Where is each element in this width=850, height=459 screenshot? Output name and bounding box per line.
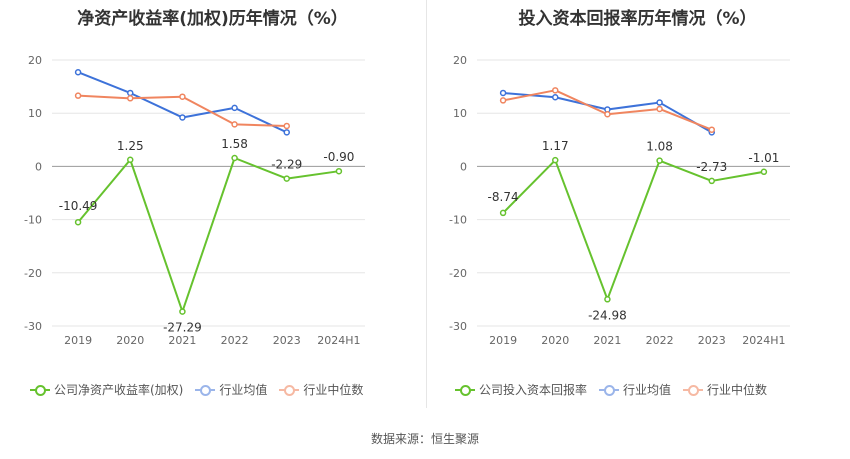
y-tick-label: 20 (453, 54, 467, 67)
legend-marker-icon (279, 384, 300, 396)
data-point (231, 121, 238, 128)
data-point (656, 99, 663, 106)
legend-marker-icon (455, 384, 475, 396)
panel-divider (426, 0, 427, 408)
data-point (283, 175, 290, 182)
data-point (179, 308, 186, 315)
x-tick-label: 2022 (221, 334, 249, 347)
roic-chart: 20 10 0 -10 -20 -30 2019 2020 2021 2022 2023 2024H1… (449, 54, 790, 347)
data-label: 1.58 (221, 137, 248, 151)
data-point (499, 89, 507, 97)
data-label: 1.25 (117, 139, 144, 153)
chart-legend: 公司净资产收益率(加权) 行业均值 行业中位数 (30, 381, 375, 398)
data-point (552, 156, 559, 164)
data-point (74, 68, 82, 76)
series-line (77, 156, 340, 313)
y-tick-label: 0 (35, 160, 42, 173)
data-label: -2.29 (271, 158, 302, 172)
x-tick-label: 2023 (698, 334, 726, 347)
y-tick-label: -20 (449, 267, 467, 280)
x-tick-label: 2019 (489, 334, 517, 347)
data-point (708, 126, 715, 133)
data-label: 1.08 (646, 140, 673, 154)
series-line (502, 159, 765, 301)
legend-item-industry-median[interactable]: 行业中位数 (683, 381, 767, 398)
x-tick-label: 2021 (593, 334, 621, 347)
legend-item-industry-average[interactable]: 行业均值 (599, 381, 671, 398)
legend-item-industry-median[interactable]: 行业中位数 (279, 381, 363, 398)
data-point (708, 177, 715, 185)
x-tick-label: 2022 (646, 334, 674, 347)
data-label: -10.49 (59, 199, 98, 213)
data-label: -0.90 (323, 150, 354, 164)
x-tick-label: 2024H1 (742, 334, 785, 347)
roe-chart: 20 10 0 -10 -20 -30 2019 2020 2021 2022 2023 2024H1… (24, 54, 365, 347)
data-point (179, 114, 186, 121)
y-tick-label: -30 (24, 320, 42, 333)
data-point (231, 104, 238, 112)
legend-label: 公司投入资本回报率 (479, 383, 588, 397)
data-point (656, 105, 663, 113)
roe-chart-panel: 净资产收益率(加权)历年情况（%） 20 10 0 -10 -20 -30 2019 2020… (0, 0, 425, 410)
data-label: -1.01 (748, 151, 779, 165)
legend-label: 行业均值 (623, 383, 672, 397)
data-point (231, 154, 238, 162)
legend-label: 行业中位数 (707, 383, 768, 397)
roic-chart-panel: 投入资本回报率历年情况（%） 20 10 0 -10 -20 -30 2019 2020 202… (425, 0, 850, 410)
legend-item-industry-average[interactable]: 行业均值 (195, 381, 267, 398)
legend-label: 行业均值 (219, 383, 268, 397)
data-label: -24.98 (588, 308, 627, 322)
y-tick-label: 10 (453, 107, 467, 120)
y-tick-label: -20 (24, 267, 42, 280)
data-point (74, 218, 82, 226)
data-point (335, 167, 343, 175)
legend-item-company[interactable]: 公司投入资本回报率 (455, 381, 587, 398)
data-source-note: 数据来源：恒生聚源 (370, 432, 479, 446)
data-point (552, 87, 559, 94)
chart-title: 投入资本回报率历年情况（%） (518, 9, 757, 29)
x-tick-label: 2020 (541, 334, 569, 347)
data-point (499, 209, 507, 217)
data-point (179, 93, 186, 100)
y-tick-label: 20 (28, 54, 42, 67)
legend-marker-icon (195, 384, 216, 396)
data-point (283, 122, 290, 130)
x-tick-label: 2023 (273, 334, 301, 347)
y-tick-label: -10 (24, 214, 42, 227)
x-tick-label: 2019 (64, 334, 92, 347)
y-tick-label: 0 (460, 160, 467, 173)
data-point (656, 157, 663, 164)
series-line (78, 94, 287, 127)
legend-label: 行业中位数 (303, 383, 364, 397)
data-point (552, 93, 559, 101)
legend-label: 公司净资产收益率(加权) (54, 383, 184, 397)
y-tick-label: 10 (28, 107, 42, 120)
data-point (127, 156, 134, 163)
y-tick-label: -30 (449, 320, 467, 333)
chart-legend: 公司投入资本回报率 行业均值 行业中位数 (455, 381, 779, 398)
data-point (604, 296, 611, 303)
data-point (604, 111, 611, 118)
x-tick-label: 2021 (168, 334, 196, 347)
data-point (283, 129, 290, 136)
x-tick-label: 2020 (116, 334, 144, 347)
data-point (127, 95, 134, 102)
data-point (74, 92, 82, 99)
legend-marker-icon (683, 384, 704, 396)
data-label: 1.17 (542, 139, 569, 153)
series-line (77, 71, 288, 134)
data-label: -27.29 (163, 321, 202, 335)
legend-marker-icon (30, 384, 50, 396)
data-point (760, 168, 768, 176)
data-point (499, 97, 507, 104)
legend-item-company[interactable]: 公司净资产收益率(加权) (30, 381, 183, 398)
y-tick-label: -10 (449, 214, 467, 227)
data-label: -2.73 (696, 160, 727, 174)
legend-marker-icon (599, 384, 620, 396)
data-point (127, 89, 134, 97)
data-label: -8.74 (488, 190, 519, 204)
x-tick-label: 2024H1 (317, 334, 360, 347)
chart-title: 净资产收益率(加权)历年情况（%） (77, 9, 348, 29)
